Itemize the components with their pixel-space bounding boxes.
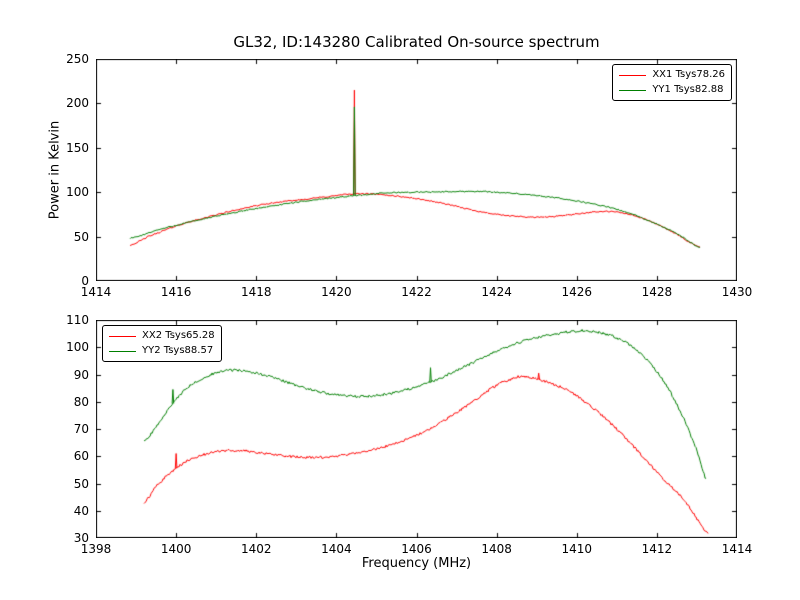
y-tick-label: 80 xyxy=(73,394,89,409)
y-tick-label: 250 xyxy=(66,52,89,66)
x-tick-label: 1428 xyxy=(641,285,673,299)
x-tick-label: 1420 xyxy=(321,285,352,299)
legend-label: YY1 Tsys82.88 xyxy=(652,84,724,95)
x-tick-label: 1430 xyxy=(721,285,753,299)
y-tick-label: 50 xyxy=(73,476,89,491)
y-tick-label: 0 xyxy=(81,274,89,288)
top-y-axis-label: Power in Kelvin xyxy=(47,120,63,220)
x-tick-label: 1426 xyxy=(561,285,593,299)
x-axis-label: Frequency (MHz) xyxy=(361,556,472,571)
x-tick-label: 1400 xyxy=(160,542,192,556)
x-tick-label: 1410 xyxy=(561,542,593,556)
y-tick-label: 110 xyxy=(66,313,89,327)
x-tick-label: 1402 xyxy=(240,542,272,556)
y-tick-label: 100 xyxy=(66,340,89,355)
legend-line-sample xyxy=(619,74,647,76)
y-tick-label: 150 xyxy=(66,140,89,155)
legend-label: YY2 Tsys88.57 xyxy=(142,345,214,356)
x-tick-label: 1414 xyxy=(80,285,112,299)
legend-top: XX1 Tsys78.26 YY1 Tsys82.88 xyxy=(612,64,732,101)
x-tick-label: 1416 xyxy=(160,285,192,299)
legend-bottom: XX2 Tsys65.28 YY2 Tsys88.57 xyxy=(102,325,222,362)
y-tick-label: 70 xyxy=(73,422,89,436)
chart-title: GL32, ID:143280 Calibrated On-source spe… xyxy=(233,33,600,51)
y-tick-label: 40 xyxy=(73,503,89,518)
legend-line-sample xyxy=(109,335,136,337)
y-tick-label: 90 xyxy=(73,367,89,382)
legend-entry-xx1: XX1 Tsys78.26 xyxy=(619,69,725,81)
legend-line-sample xyxy=(619,89,647,91)
x-tick-label: 1418 xyxy=(240,285,272,299)
x-tick-label: 1398 xyxy=(80,542,112,556)
y-tick-label: 100 xyxy=(66,185,89,200)
x-tick-label: 1406 xyxy=(401,542,432,556)
y-tick-label: 200 xyxy=(66,96,89,111)
legend-label: XX2 Tsys65.28 xyxy=(142,330,215,341)
y-tick-label: 60 xyxy=(73,449,89,464)
x-tick-label: 1404 xyxy=(321,542,352,556)
legend-line-sample xyxy=(109,350,136,352)
x-tick-label: 1424 xyxy=(481,285,512,299)
x-tick-label: 1412 xyxy=(641,542,673,556)
y-tick-label: 50 xyxy=(73,229,89,244)
legend-entry-yy2: YY2 Tsys88.57 xyxy=(109,345,215,357)
x-tick-label: 1408 xyxy=(481,542,512,556)
legend-entry-xx2: XX2 Tsys65.28 xyxy=(109,330,215,342)
legend-label: XX1 Tsys78.26 xyxy=(652,69,725,80)
legend-entry-yy1: YY1 Tsys82.88 xyxy=(619,84,725,96)
y-tick-label: 30 xyxy=(73,531,89,545)
x-tick-label: 1414 xyxy=(721,542,753,556)
x-tick-label: 1422 xyxy=(401,285,432,299)
